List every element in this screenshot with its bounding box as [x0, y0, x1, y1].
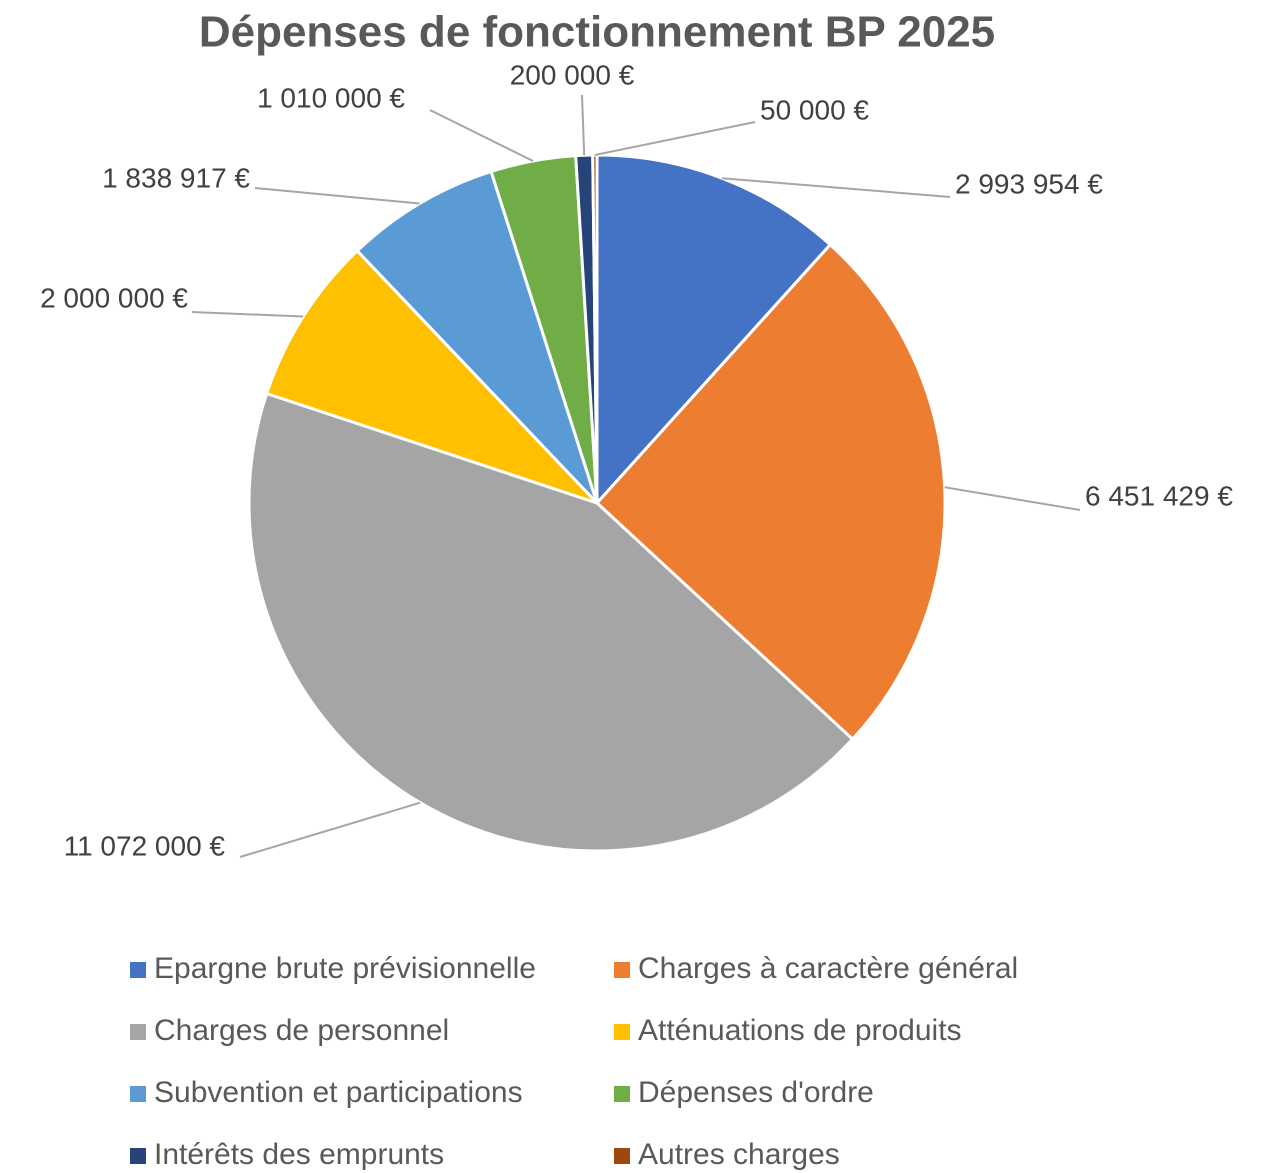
- legend-label: Epargne brute prévisionnelle: [154, 952, 536, 985]
- data-label: 2 000 000 €: [40, 282, 188, 313]
- legend-swatch: [614, 1024, 630, 1040]
- legend-label: Subvention et participations: [154, 1076, 523, 1109]
- leader-line: [594, 121, 756, 156]
- legend-label: Atténuations de produits: [638, 1014, 962, 1047]
- data-label: 50 000 €: [760, 94, 869, 125]
- legend-swatch: [130, 1148, 146, 1164]
- legend-label: Charges de personnel: [154, 1014, 449, 1047]
- leader-line: [239, 801, 421, 858]
- pie-slice: [264, 248, 599, 505]
- legend-swatch: [614, 1148, 630, 1164]
- leader-line: [254, 187, 420, 205]
- data-label: 200 000 €: [510, 59, 635, 90]
- leader-line: [429, 109, 534, 162]
- chart-title: Dépenses de fonctionnement BP 2025: [199, 8, 995, 57]
- legend-swatch: [130, 1024, 146, 1040]
- leader-line: [944, 486, 1081, 511]
- pie-slice: [355, 169, 599, 505]
- leader-line: [581, 94, 586, 156]
- pie-slice: [247, 391, 855, 853]
- data-label: 6 451 429 €: [1085, 480, 1233, 511]
- legend-swatch: [614, 962, 630, 978]
- leader-line: [721, 177, 951, 198]
- data-label: 1 010 000 €: [257, 82, 405, 113]
- legend-label: Intérêts des emprunts: [154, 1138, 444, 1171]
- legend-swatch: [614, 1086, 630, 1102]
- data-label: 1 838 917 €: [102, 162, 250, 193]
- leader-line: [191, 311, 304, 318]
- legend-swatch: [130, 1086, 146, 1102]
- data-label: 11 072 000 €: [64, 830, 226, 861]
- legend-label: Charges à caractère général: [638, 952, 1018, 985]
- pie-slice: [595, 153, 833, 507]
- legend-label: Dépenses d'ordre: [638, 1076, 874, 1109]
- data-label: 2 993 954 €: [955, 168, 1103, 199]
- legend-label: Autres charges: [638, 1138, 840, 1171]
- legend-swatch: [130, 962, 146, 978]
